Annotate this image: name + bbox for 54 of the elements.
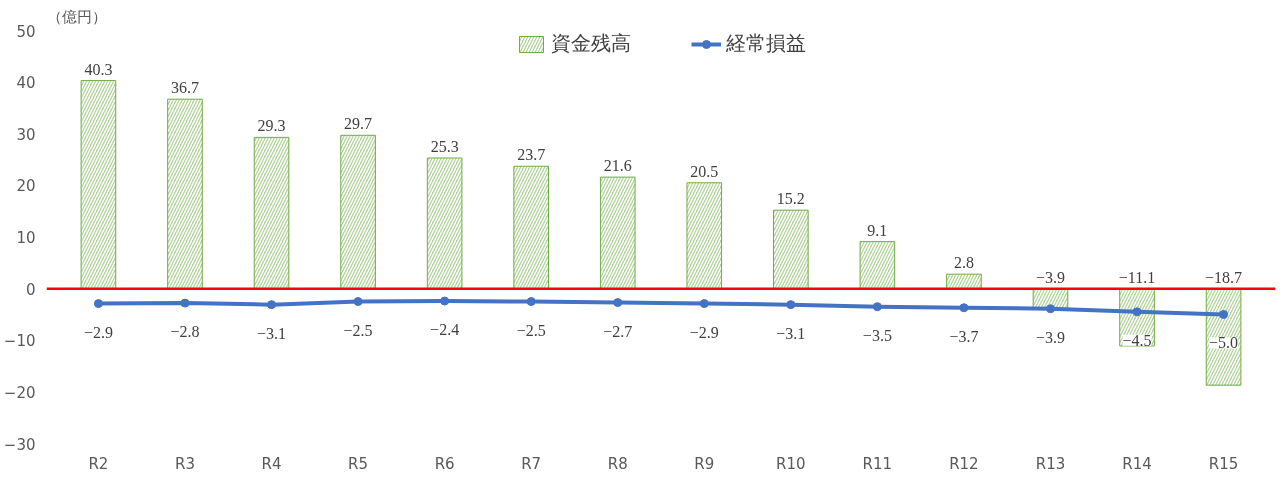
x-tick-label: R5 [348,454,369,473]
x-tick-label: R8 [607,454,628,473]
data-label: −5.0 [1209,334,1239,352]
y-tick-label: 30 [16,125,36,144]
data-label: 15.2 [776,190,805,208]
data-label: −2.4 [430,321,460,339]
y-tick-label: −20 [3,383,36,402]
data-label: −11.1 [1118,268,1156,286]
data-label: 29.7 [344,115,373,133]
data-label: 2.8 [953,254,974,272]
data-label: −3.5 [862,326,892,344]
data-label: 9.1 [867,221,888,239]
x-tick-label: R3 [175,454,195,473]
y-tick-label: −30 [3,435,36,454]
data-label: 29.3 [257,117,286,135]
data-label: −2.9 [689,323,719,341]
x-tick-label: R4 [261,454,282,473]
data-label: 36.7 [170,79,199,97]
data-label: −3.1 [776,324,806,342]
legend-label: 経常損益 [725,30,806,57]
data-label: 20.5 [690,162,719,180]
data-label: −2.5 [343,321,373,339]
data-label: 23.7 [517,146,546,164]
data-label: −18.7 [1205,268,1243,286]
y-tick-label: 40 [16,74,36,93]
x-tick-label: R2 [88,454,109,473]
data-label: −3.7 [949,327,979,345]
x-tick-label: R14 [1122,454,1152,473]
data-label: −4.5 [1122,331,1152,349]
data-label: −2.5 [516,321,546,339]
data-label: 25.3 [430,138,459,156]
data-label: −2.8 [170,323,200,341]
x-tick-label: R6 [434,454,455,473]
x-tick-label: R10 [776,454,806,473]
y-tick-label: 0 [25,280,36,299]
data-label: −2.7 [603,322,633,340]
y-tick-label: 50 [16,22,36,41]
x-tick-label: R7 [521,454,542,473]
data-label: −3.9 [1035,328,1065,346]
legend-label: 資金残高 [550,30,631,57]
data-label: −3.9 [1035,268,1065,286]
data-label: 21.6 [603,157,632,175]
x-tick-label: R15 [1208,454,1239,473]
data-label: 40.3 [84,60,113,78]
y-axis-title: （億円） [46,7,107,26]
x-tick-label: R13 [1035,454,1066,473]
x-tick-label: R11 [862,454,893,473]
y-tick-label: 10 [16,229,36,247]
data-label: −3.1 [257,324,287,342]
x-tick-label: R9 [694,454,715,473]
y-tick-label: 20 [16,177,36,196]
x-tick-label: R12 [949,454,979,473]
data-label: −2.9 [83,323,113,341]
y-tick-label: −10 [3,332,36,351]
